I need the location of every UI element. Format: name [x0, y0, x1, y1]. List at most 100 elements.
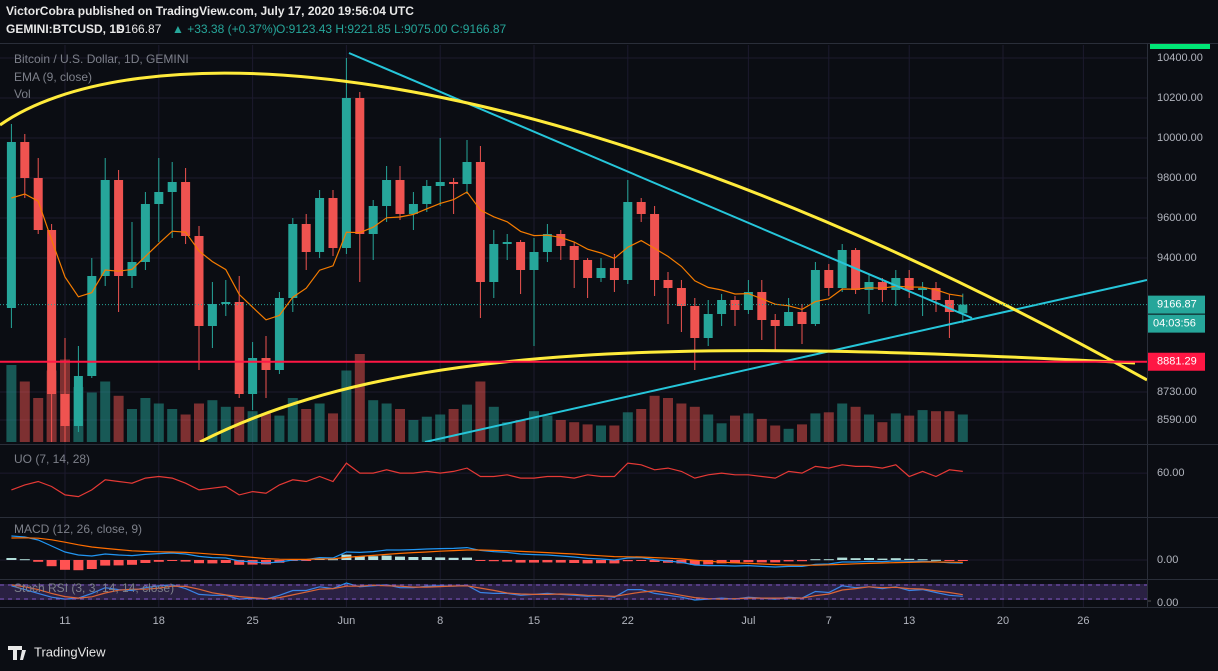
candle-body [810, 270, 820, 324]
volume-bar [194, 403, 204, 442]
candle-body [797, 312, 807, 324]
macd-histogram-bar [86, 560, 97, 569]
y-tick-label: 0.00 [1157, 597, 1178, 609]
volume-bar [328, 413, 338, 442]
axis-marker [1150, 44, 1210, 49]
macd-histogram-bar [596, 560, 606, 564]
x-tick-label: 8 [437, 615, 443, 627]
candle-body [368, 206, 378, 234]
volume-bar [100, 381, 111, 442]
volume-bar [877, 422, 888, 442]
y-tick-label: 9600.00 [1157, 212, 1197, 224]
candle-body [288, 224, 298, 298]
candle-body [100, 180, 110, 276]
last-price-box [1148, 295, 1205, 314]
volume-bar [140, 398, 151, 442]
stoch-label: Stoch RSI (3, 3, 14, 14, close) [14, 581, 174, 595]
y-tick-label: 9400.00 [1157, 252, 1197, 264]
macd-histogram-bar [100, 560, 111, 566]
macd-histogram-bar [917, 559, 928, 561]
last-price: 9166.87 [118, 22, 162, 36]
volume-bar [850, 406, 861, 442]
macd-histogram-bar [890, 558, 901, 560]
axis-border [1147, 44, 1148, 608]
volume-bar [341, 370, 352, 442]
candle-body [328, 198, 338, 248]
macd-histogram-bar [354, 556, 365, 560]
macd-histogram-bar [408, 557, 419, 560]
countdown: 04:03:56 [1153, 318, 1196, 330]
candle-body [20, 142, 30, 178]
volume-bar [261, 413, 271, 442]
candle-body [891, 278, 901, 290]
candle-body [837, 250, 847, 288]
macd-histogram-bar [395, 556, 405, 560]
volume-bar [609, 425, 620, 442]
macd-histogram-bar [676, 560, 687, 564]
candle-body [556, 234, 566, 246]
candle-body [207, 304, 217, 326]
candle-body [435, 182, 445, 186]
candle-body [114, 180, 124, 276]
y-tick-label: 8590.00 [1157, 414, 1197, 426]
volume-bar [890, 413, 901, 442]
volume-bar [153, 403, 164, 442]
volume-bar [368, 400, 379, 442]
volume-bar [167, 409, 178, 442]
volume-bar [381, 403, 392, 442]
candle-body [140, 204, 150, 262]
volume-bar [756, 418, 767, 442]
macd-histogram-bar [689, 560, 700, 565]
volume-bar [408, 420, 419, 442]
macd-histogram-bar [957, 560, 968, 561]
header-border [0, 43, 1218, 44]
volume-bar [462, 404, 472, 442]
x-tick-label: Jun [338, 615, 356, 627]
candle-body [958, 304, 968, 314]
candle-body [877, 282, 887, 290]
y-tick-label: 9800.00 [1157, 172, 1197, 184]
candle-body [234, 302, 244, 394]
volume-bar [569, 422, 580, 442]
y-tick-label: 10400.00 [1157, 52, 1203, 64]
volume-bar [823, 412, 834, 442]
candle-body [609, 268, 619, 280]
y-tick-label: 10000.00 [1157, 132, 1203, 144]
uo-label: UO (7, 14, 28) [14, 452, 90, 466]
ohlc: O:9123.43 H:9221.85 L:9075.00 C:9166.87 [276, 22, 507, 36]
volume-bar [448, 409, 459, 442]
macd-histogram-bar [797, 560, 807, 562]
volume-bar [783, 428, 794, 442]
macd-histogram-bar [381, 555, 392, 560]
volume-bar [730, 415, 740, 442]
macd-histogram-bar [6, 558, 17, 560]
volume-bar [6, 365, 17, 442]
volume-bar [810, 413, 821, 442]
macd-histogram-bar [301, 560, 312, 561]
uo-line [11, 462, 963, 498]
volume-bar [247, 411, 258, 442]
macd-histogram-bar [207, 560, 218, 564]
symbol: GEMINI:BTCUSD, 1D [6, 22, 125, 36]
candle-body [690, 306, 700, 338]
volume-bar [689, 406, 700, 442]
candle-body [248, 358, 258, 394]
last-price-label: 9166.87 [1157, 299, 1197, 311]
candle-body [355, 98, 365, 234]
volume-bar [703, 414, 714, 442]
volume-bar [113, 395, 124, 442]
candle-body [864, 282, 874, 290]
volume-bar [301, 409, 312, 442]
macd-histogram-bar [488, 560, 499, 562]
macd-histogram-bar [328, 559, 338, 561]
candle-body [529, 252, 539, 270]
macd-histogram-bar [368, 556, 379, 560]
candle-body [918, 288, 928, 290]
macd-histogram-bar [127, 560, 137, 565]
legend-ema: EMA (9, close) [14, 70, 92, 84]
macd-histogram-bar [743, 560, 754, 563]
volume-bar [555, 420, 566, 442]
x-tick-label: 11 [59, 615, 70, 627]
volume-bar [287, 398, 298, 442]
countdown-box [1148, 314, 1205, 333]
